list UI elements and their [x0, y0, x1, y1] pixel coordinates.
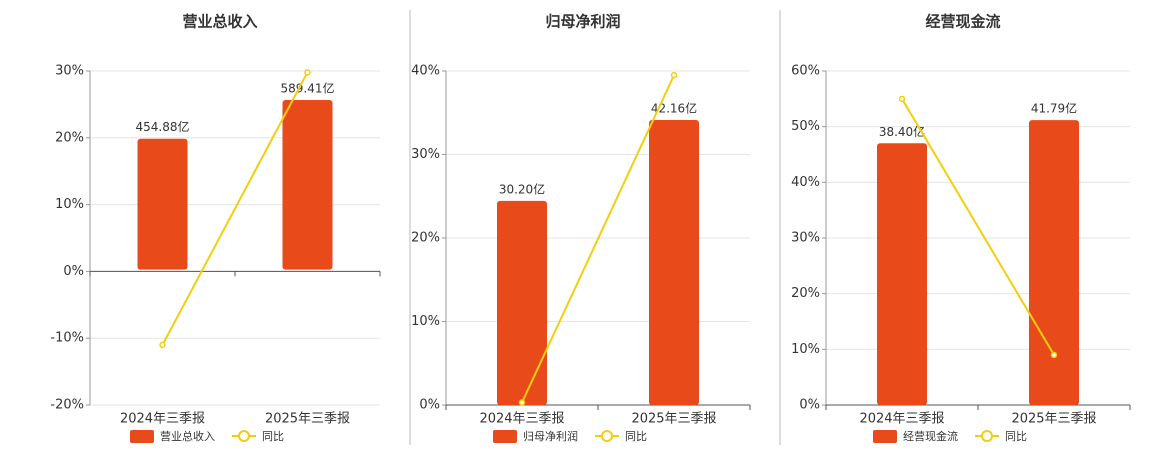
y-tick-label: 20% — [791, 286, 820, 301]
y-tick-label: 60% — [791, 64, 820, 79]
y-tick-label: 20% — [411, 231, 440, 246]
value-label: 38.40亿 — [879, 124, 925, 139]
bar — [282, 99, 333, 270]
legend-label: 归母净利润 — [523, 429, 578, 443]
line-series — [901, 98, 1055, 356]
x-tick-label: 2025年三季报 — [265, 412, 350, 427]
legend-swatch — [873, 430, 897, 443]
y-tick-label: 20% — [55, 130, 84, 145]
legend-swatch — [493, 430, 517, 443]
x-tick-label: 2024年三季报 — [859, 412, 944, 427]
line-point — [898, 95, 906, 103]
y-tick-label: 40% — [791, 175, 820, 190]
legend-label: 营业总收入 — [160, 429, 215, 443]
line-point — [670, 71, 678, 79]
y-tick-label: 10% — [411, 314, 440, 329]
line-series — [161, 71, 309, 346]
value-label: 30.20亿 — [499, 181, 545, 196]
value-label: 42.16亿 — [651, 100, 697, 115]
y-tick-label: 0% — [63, 264, 84, 279]
y-tick-label: 30% — [55, 64, 84, 79]
legend-swatch — [238, 430, 250, 442]
chart-title: 营业总收入 — [182, 13, 257, 31]
line-point — [159, 341, 166, 349]
chart-title: 经营现金流 — [925, 13, 1000, 31]
legend-swatch — [130, 430, 154, 443]
legend-label: 同比 — [262, 430, 284, 443]
x-tick-label: 2025年三季报 — [631, 412, 716, 427]
bar — [649, 119, 699, 405]
line-point — [304, 69, 311, 76]
y-tick-label: -10% — [50, 331, 84, 346]
legend-label: 同比 — [625, 430, 647, 443]
y-tick-label: 40% — [411, 64, 440, 79]
bar — [877, 143, 927, 406]
bar — [137, 138, 188, 270]
y-tick-label: 10% — [791, 342, 820, 357]
y-tick-label: 0% — [799, 398, 820, 413]
y-tick-label: 50% — [791, 119, 820, 134]
legend-label: 经营现金流 — [903, 429, 958, 443]
value-label: 589.41亿 — [281, 80, 335, 95]
x-tick-label: 2025年三季报 — [1011, 412, 1096, 427]
chart-title: 归母净利润 — [545, 13, 620, 31]
line-series — [521, 74, 675, 403]
y-tick-label: 30% — [791, 231, 820, 246]
x-tick-label: 2024年三季报 — [479, 412, 564, 427]
y-tick-label: -20% — [50, 398, 84, 413]
value-label: 41.79亿 — [1031, 101, 1077, 116]
x-tick-label: 2024年三季报 — [120, 412, 205, 427]
legend-swatch — [981, 430, 993, 442]
bar — [497, 200, 547, 405]
value-label: 454.88亿 — [136, 119, 190, 134]
line-point — [518, 399, 526, 406]
legend-swatch — [601, 430, 613, 442]
legend-label: 同比 — [1005, 430, 1027, 443]
y-tick-label: 30% — [411, 147, 440, 162]
bar — [1029, 120, 1079, 405]
y-tick-label: 0% — [419, 398, 440, 413]
line-point — [1050, 351, 1058, 359]
y-tick-label: 10% — [55, 197, 84, 212]
